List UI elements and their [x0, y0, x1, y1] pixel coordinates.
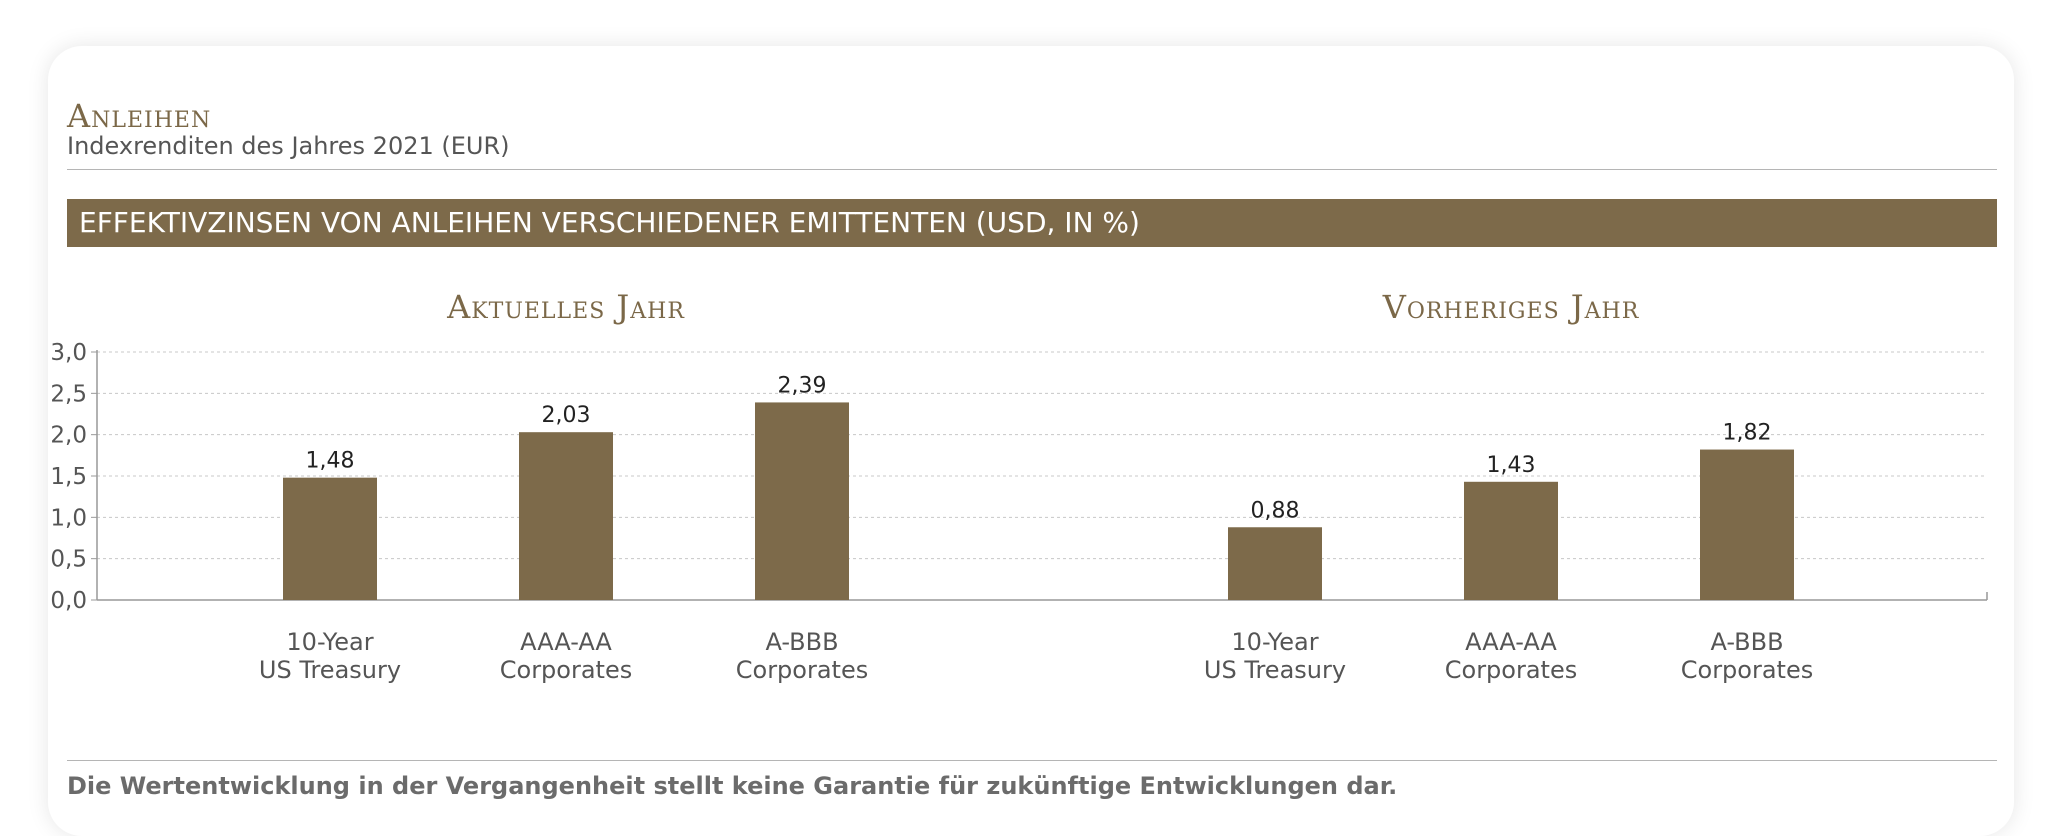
x-category-label: Corporates	[1445, 656, 1577, 684]
y-tick-label: 2,5	[50, 381, 87, 407]
bar	[283, 477, 377, 600]
bar-value-label: 1,82	[1723, 421, 1772, 446]
bar	[1700, 449, 1794, 600]
bar	[755, 402, 849, 600]
chart-banner: EFFEKTIVZINSEN VON ANLEIHEN VERSCHIEDENE…	[67, 199, 1997, 247]
x-category-label: A-BBB	[765, 628, 838, 656]
bar	[519, 432, 613, 600]
bar-value-label: 1,43	[1487, 453, 1536, 478]
group-title: Aktuelles Jahr	[446, 288, 685, 326]
section-title: Anleihen	[67, 97, 212, 135]
y-tick-label: 1,5	[50, 464, 87, 490]
x-category-label: AAA-AA	[520, 628, 612, 656]
x-category-label: US Treasury	[1204, 656, 1346, 684]
section-subtitle: Indexrenditen des Jahres 2021 (EUR)	[67, 132, 510, 160]
chart-card	[48, 46, 2014, 836]
group-title: Vorheriges Jahr	[1382, 288, 1640, 326]
bar	[1464, 481, 1558, 600]
bar-value-label: 0,88	[1251, 498, 1300, 523]
y-tick-label: 0,0	[50, 588, 87, 614]
x-category-label: Corporates	[1681, 656, 1813, 684]
header-divider	[67, 169, 1997, 170]
bar-value-label: 2,39	[778, 373, 827, 398]
bar	[1228, 527, 1322, 600]
bar-value-label: 1,48	[306, 449, 355, 474]
y-tick-label: 0,5	[50, 547, 87, 573]
x-category-label: US Treasury	[259, 656, 401, 684]
x-category-label: A-BBB	[1710, 628, 1783, 656]
x-category-label: 10-Year	[1231, 628, 1318, 656]
y-tick-label: 2,0	[50, 423, 87, 449]
footer-divider	[67, 760, 1997, 761]
bar-chart: 0,0 0,5 1,0 1,5 2,0 2,5 3,0 Aktuelles Jahr 1,48 1…	[50, 288, 1988, 684]
bar-value-label: 2,03	[542, 403, 591, 428]
x-category-label: 10-Year	[286, 628, 373, 656]
y-tick-label: 3,0	[50, 340, 87, 366]
x-category-label: Corporates	[736, 656, 868, 684]
x-category-label: AAA-AA	[1465, 628, 1557, 656]
disclaimer-text: Die Wertentwicklung in der Vergangenheit…	[67, 772, 1398, 800]
x-category-label: Corporates	[500, 656, 632, 684]
y-tick-label: 1,0	[50, 505, 87, 531]
